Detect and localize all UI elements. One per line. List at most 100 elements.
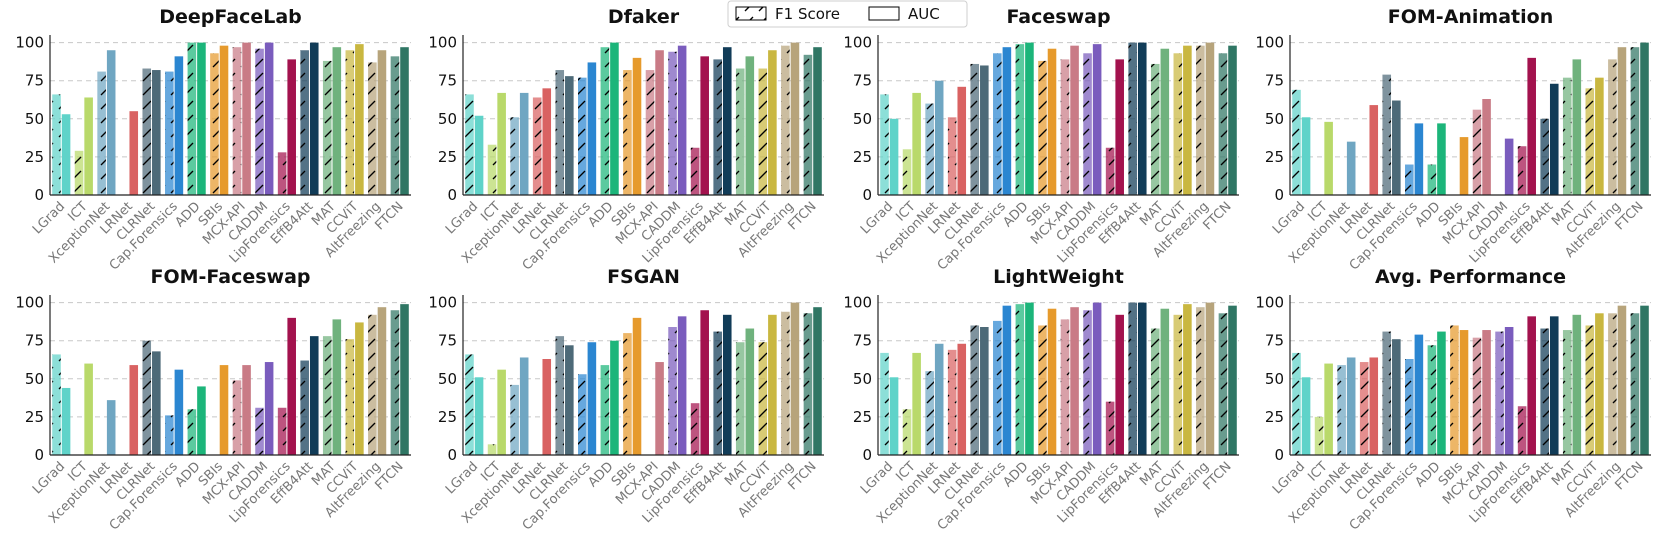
bar-auc-ict	[497, 369, 506, 455]
bar-f1-hatch	[1128, 302, 1137, 455]
bar-auc-lrnet	[1369, 357, 1379, 455]
bar-f1-hatch	[1405, 359, 1414, 455]
bar-f1-hatch	[947, 117, 957, 195]
bar-f1-hatch	[713, 59, 722, 195]
bar-auc-mcx-api	[655, 362, 664, 455]
bar-auc-lrnet	[129, 111, 139, 195]
bar-f1-hatch	[1382, 331, 1392, 455]
bar-f1-hatch	[781, 311, 790, 455]
y-tick-label: 0	[1274, 186, 1284, 204]
bar-auc-clrnet	[1392, 339, 1401, 455]
bar-auc-caddm	[264, 362, 274, 455]
bar-auc-lipforensics	[1115, 59, 1124, 195]
bar-f1-hatch	[623, 333, 632, 455]
legend-frame	[727, 0, 968, 28]
bar-auc-effb4att	[1137, 42, 1147, 195]
bar-f1-hatch	[1495, 331, 1504, 455]
bar-auc-lgrad	[61, 114, 71, 195]
panel-faceswap: 0255075100LGradICTXceptionNetLRNetCLRNet…	[843, 6, 1239, 273]
bar-f1-hatch	[300, 50, 309, 195]
bar-f1-hatch	[1314, 416, 1324, 455]
bar-auc-caddm	[1504, 327, 1514, 455]
bar-f1-hatch	[532, 97, 542, 195]
bar-auc-altfreezing	[1205, 302, 1215, 455]
bar-f1-hatch	[1292, 352, 1301, 455]
y-tick-label: 75	[25, 72, 44, 90]
bar-f1-hatch	[487, 444, 497, 455]
bar-auc-ftcn	[400, 304, 409, 455]
bar-f1-hatch	[1540, 118, 1549, 195]
bar-auc-lrnet	[957, 86, 967, 195]
legend-swatch-auc	[868, 6, 900, 21]
bar-auc-effb4att	[722, 47, 732, 195]
bar-auc-ccvit	[1595, 77, 1604, 195]
panel-avg-performance: 0255075100LGradICTXceptionNetLRNetCLRNet…	[1255, 266, 1651, 533]
bar-auc-xceptionnet	[519, 92, 529, 195]
bar-f1-hatch	[645, 70, 655, 195]
bar-auc-caddm	[1092, 302, 1102, 455]
bar-auc-sbis	[219, 45, 229, 195]
y-tick-label: 25	[853, 408, 872, 426]
bar-f1-hatch	[165, 415, 174, 455]
bar-f1-hatch	[690, 147, 700, 195]
bar-auc-lgrad	[889, 118, 899, 195]
bar-f1-hatch	[1128, 42, 1137, 195]
bar-auc-altfreezing	[1617, 305, 1627, 455]
y-tick-label: 50	[438, 110, 457, 128]
bar-f1-hatch	[735, 68, 745, 195]
bar-f1-hatch	[368, 314, 377, 455]
bar-f1-hatch	[187, 409, 197, 455]
y-tick-label: 25	[438, 148, 457, 166]
y-tick-label: 25	[25, 148, 44, 166]
bar-auc-xceptionnet	[106, 50, 116, 195]
bar-f1-hatch	[510, 117, 519, 195]
bar-auc-lrnet	[542, 359, 552, 455]
bar-auc-lgrad	[61, 387, 71, 455]
bar-f1-hatch	[947, 349, 957, 455]
panel-title: Faceswap	[1006, 6, 1110, 28]
x-tick-label: LGrad	[443, 459, 481, 497]
bar-auc-add	[1025, 302, 1034, 455]
bar-f1-hatch	[1083, 310, 1092, 455]
x-tick-label: LGrad	[858, 459, 896, 497]
bar-auc-add	[1437, 123, 1446, 195]
bar-auc-lipforensics	[1527, 316, 1536, 455]
bar-auc-clrnet	[565, 345, 574, 455]
bar-f1-hatch	[255, 407, 264, 455]
bar-auc-mcx-api	[655, 50, 664, 195]
bar-auc-effb4att	[309, 42, 319, 195]
bar-auc-ccvit	[768, 314, 777, 455]
bar-auc-xceptionnet	[106, 400, 116, 455]
bar-f1-hatch	[510, 384, 519, 455]
bar-auc-ccvit	[355, 322, 364, 455]
panel-dfaker: 0255075100LGradICTXceptionNetLRNetCLRNet…	[428, 6, 824, 273]
bar-f1-hatch	[1517, 406, 1527, 455]
bar-f1-hatch	[1173, 53, 1183, 196]
bar-auc-lipforensics	[287, 59, 296, 195]
bar-auc-mat	[332, 47, 342, 195]
bar-auc-lrnet	[542, 88, 552, 195]
bar-f1-hatch	[1608, 313, 1617, 455]
bar-f1-hatch	[970, 325, 980, 455]
panel-lightweight: 0255075100LGradICTXceptionNetLRNetCLRNet…	[843, 266, 1239, 533]
bar-auc-mat	[1160, 48, 1170, 195]
y-tick-label: 25	[438, 408, 457, 426]
bar-auc-effb4att	[1549, 316, 1559, 455]
bar-auc-xceptionnet	[934, 80, 944, 195]
bar-auc-lrnet	[129, 365, 139, 455]
bar-f1-hatch	[758, 342, 768, 455]
bar-auc-cap-forensics	[1002, 305, 1012, 455]
bar-f1-hatch	[165, 71, 174, 195]
y-tick-label: 0	[1274, 446, 1284, 464]
bar-auc-ict	[912, 92, 921, 195]
bar-auc-ftcn	[1228, 45, 1237, 195]
bar-f1-hatch	[1218, 53, 1228, 196]
bar-f1-hatch	[232, 47, 242, 195]
y-tick-label: 0	[447, 186, 457, 204]
bar-auc-clrnet	[1392, 100, 1401, 195]
bar-f1-hatch	[880, 94, 889, 195]
bar-f1-hatch	[1150, 63, 1160, 196]
bar-auc-sbis	[1047, 48, 1057, 195]
bar-auc-mcx-api	[242, 42, 251, 195]
panel-fom-faceswap: 0255075100LGradICTXceptionNetLRNetCLRNet…	[15, 266, 411, 533]
